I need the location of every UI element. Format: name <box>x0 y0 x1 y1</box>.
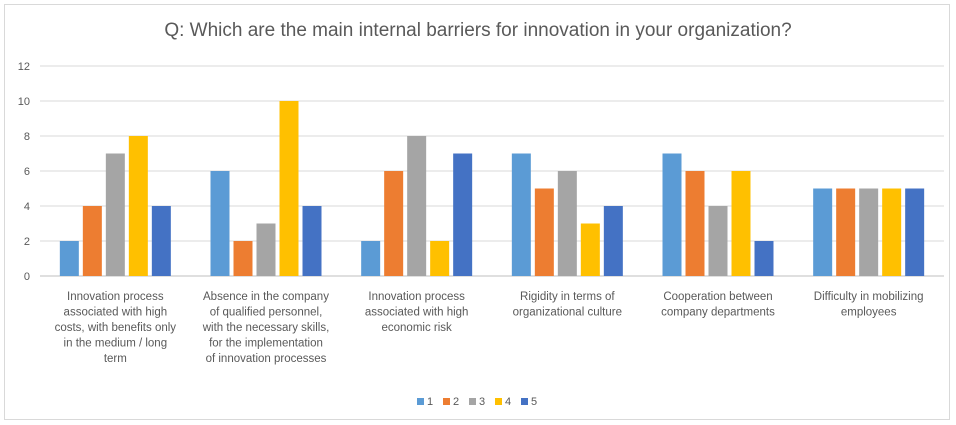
y-axis: 0 2 4 6 8 10 12 <box>18 61 30 283</box>
bar <box>905 188 925 276</box>
bar <box>210 171 230 276</box>
x-category-label: Cooperation between company departments <box>661 291 775 319</box>
legend-swatch <box>495 398 502 405</box>
legend-swatch <box>469 398 476 405</box>
bar <box>151 206 171 276</box>
bars <box>59 101 925 276</box>
bar <box>233 241 253 276</box>
bar <box>256 223 276 276</box>
y-tick-label: 12 <box>18 61 30 73</box>
x-axis: Innovation process associated with high co… <box>55 291 924 365</box>
bar <box>859 188 879 276</box>
bar <box>105 153 125 276</box>
bar <box>662 153 682 276</box>
bar <box>407 136 427 276</box>
bar <box>685 171 705 276</box>
y-tick-label: 8 <box>24 131 30 143</box>
bar <box>59 241 79 276</box>
bar <box>511 153 531 276</box>
bar <box>430 241 450 276</box>
x-category-label: Innovation process associated with high co… <box>55 291 177 365</box>
bar <box>754 241 774 276</box>
x-category-label: Absence in the company of qualified perso… <box>202 291 330 365</box>
bar <box>813 188 833 276</box>
legend-label: 1 <box>427 396 433 408</box>
bar <box>557 171 577 276</box>
bar <box>82 206 102 276</box>
bar <box>279 101 299 276</box>
legend-swatch <box>443 398 450 405</box>
x-category-label: Difficulty in mobilizing employees <box>814 291 924 319</box>
y-tick-label: 6 <box>24 166 30 178</box>
bar <box>882 188 902 276</box>
bar <box>453 153 473 276</box>
bar <box>302 206 322 276</box>
bar <box>128 136 148 276</box>
chart-title: Q: Which are the main internal barriers … <box>164 20 791 41</box>
bar <box>534 188 554 276</box>
legend-label: 2 <box>453 396 459 408</box>
legend-swatch <box>521 398 528 405</box>
y-tick-label: 2 <box>24 236 30 248</box>
legend-swatch <box>417 398 424 405</box>
bar <box>580 223 600 276</box>
y-tick-label: 10 <box>18 96 30 108</box>
bar <box>384 171 404 276</box>
legend-label: 3 <box>479 396 485 408</box>
bar <box>603 206 623 276</box>
legend-label: 4 <box>505 396 511 408</box>
bar <box>836 188 856 276</box>
legend-label: 5 <box>531 396 537 408</box>
bar <box>361 241 381 276</box>
bar <box>731 171 751 276</box>
gridlines <box>40 65 944 277</box>
legend: 1 2 3 4 5 <box>417 396 537 408</box>
x-category-label: Rigidity in terms of organizational cultu… <box>513 291 622 319</box>
bar <box>708 206 728 276</box>
x-category-label: Innovation process associated with high ec… <box>365 291 469 334</box>
y-tick-label: 0 <box>24 271 30 283</box>
y-tick-label: 4 <box>24 201 30 213</box>
